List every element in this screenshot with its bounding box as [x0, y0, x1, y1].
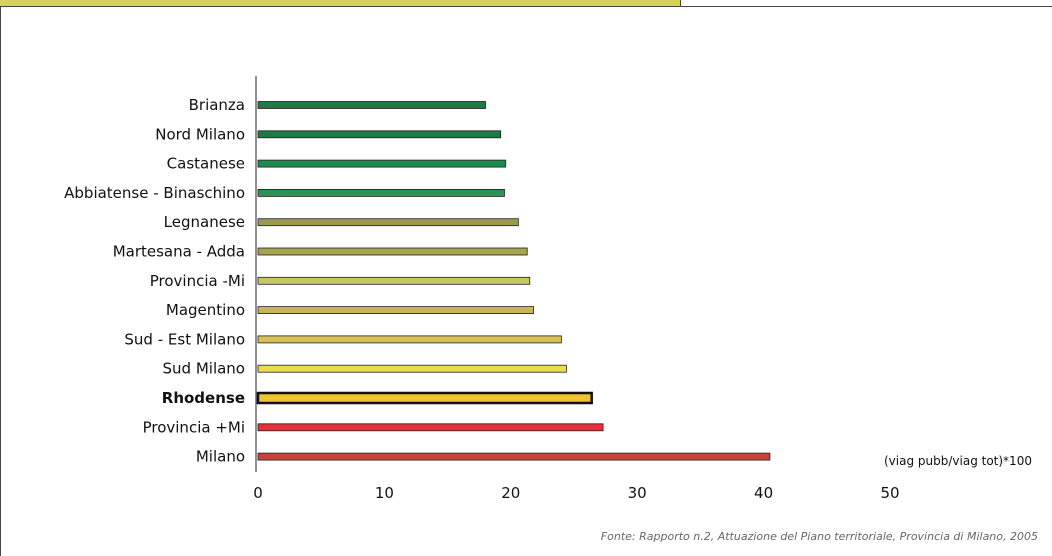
bar-sud-est-milano: [257, 335, 562, 344]
category-label: Sud - Est Milano: [124, 330, 245, 348]
bar-nord-milano: [257, 130, 502, 139]
header-band: [0, 0, 681, 7]
x-tick-label: 30: [628, 484, 647, 502]
bar-rhodense: [256, 391, 593, 405]
bar-brianza: [257, 101, 486, 109]
category-label: Legnanese: [164, 213, 245, 231]
bar-milano: [257, 452, 771, 461]
bar-magentino: [257, 306, 534, 315]
category-label: Magentino: [166, 301, 245, 319]
bar-provincia-mi: [257, 423, 604, 432]
x-tick-label: 50: [880, 484, 899, 502]
category-label: Rhodense: [162, 389, 245, 407]
category-label: Nord Milano: [155, 125, 245, 143]
bar-provincia-mi: [257, 276, 531, 285]
category-label: Milano: [196, 448, 245, 466]
bar-legnanese: [257, 218, 519, 227]
bars-group: [256, 101, 771, 461]
x-tick-label: 20: [501, 484, 520, 502]
category-label: Provincia -Mi: [150, 272, 245, 290]
x-tick-label: 10: [375, 484, 394, 502]
category-label: Provincia +Mi: [143, 418, 245, 436]
x-tick-label: 0: [253, 484, 263, 502]
unit-label: (viag pubb/viag tot)*100: [884, 454, 1032, 468]
bar-castanese: [257, 159, 507, 168]
x-tick-label: 40: [754, 484, 773, 502]
header-rule: [680, 6, 1052, 7]
bar-sud-milano: [257, 364, 567, 373]
category-label: Abbiatense - Binaschino: [64, 184, 245, 202]
category-label: Sud Milano: [163, 360, 245, 378]
category-label: Martesana - Adda: [113, 243, 245, 261]
frame-left-rule: [0, 6, 1, 556]
category-label: Brianza: [189, 96, 245, 114]
source-note: Fonte: Rapporto n.2, Attuazione del Pian…: [600, 530, 1038, 543]
category-label: Castanese: [167, 155, 245, 173]
category-labels: Brianza Nord Milano Castanese Abbiatense - …: [64, 96, 245, 466]
bar-martesana-adda: [257, 247, 528, 256]
x-tick-labels: 0 10 20 30 40 50: [253, 484, 899, 502]
bar-abbiatense-binaschino: [257, 188, 505, 197]
